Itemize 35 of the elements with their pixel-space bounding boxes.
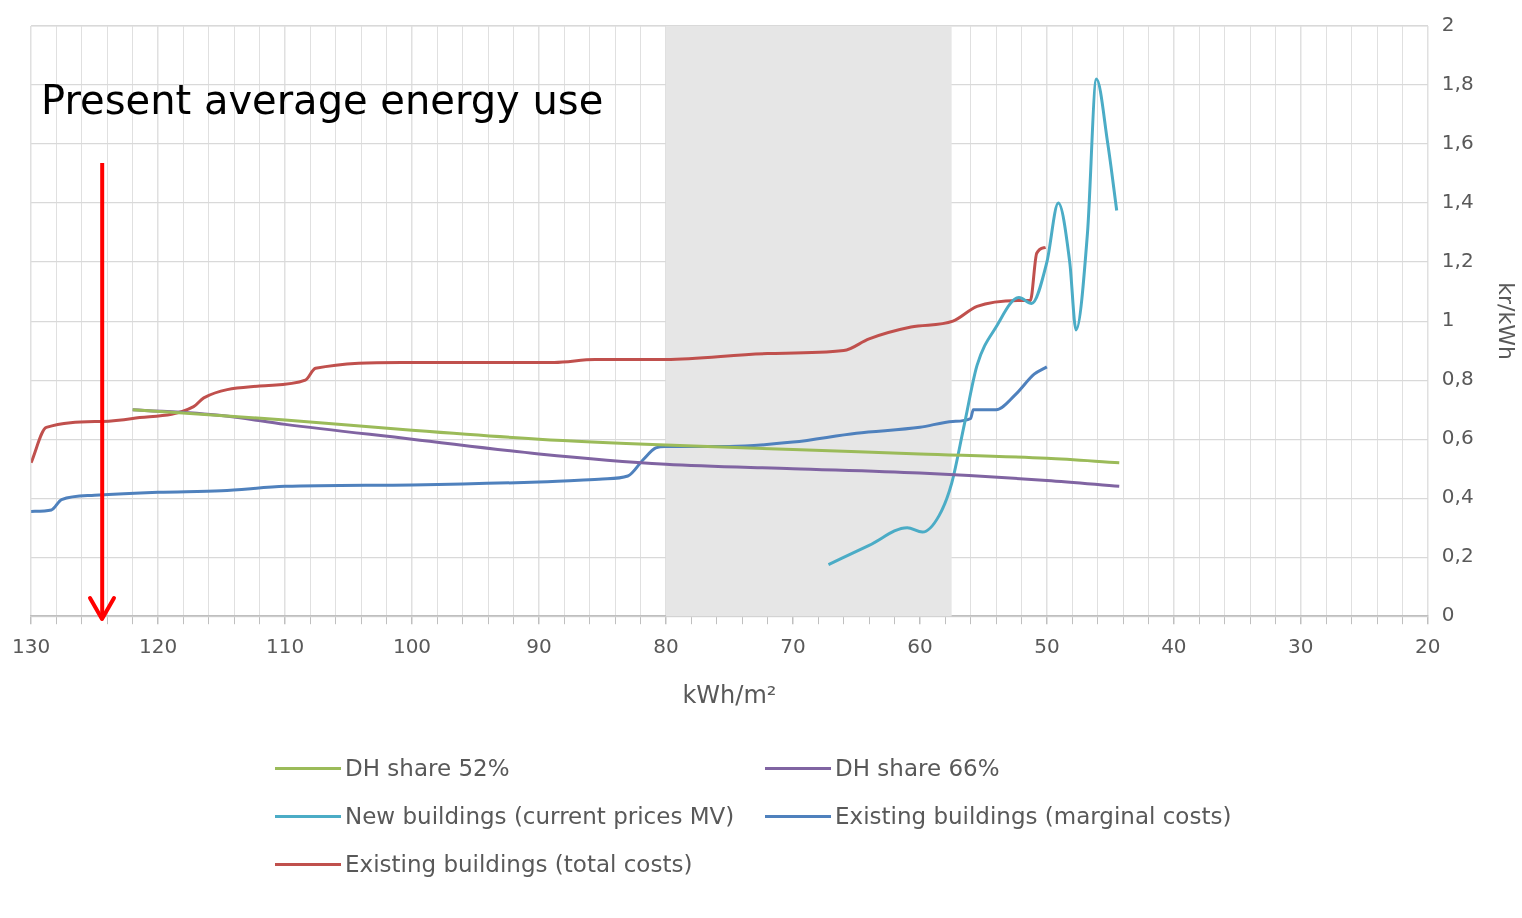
- y2-tick-label: 0,6: [1441, 425, 1474, 450]
- y2-tick-label: 1,8: [1441, 71, 1474, 96]
- y2-tick-label: 0,8: [1441, 366, 1474, 391]
- legend-label: New buildings (current prices MV): [345, 803, 735, 829]
- line-series: [31, 365, 1049, 513]
- x-tick-label: 50: [1034, 634, 1060, 659]
- x-tick-label: 80: [653, 634, 679, 659]
- legend-label: Existing buildings (total costs): [345, 851, 693, 877]
- line-series: [826, 77, 1119, 567]
- x-tick-label: 130: [11, 634, 51, 659]
- line-series: [31, 245, 1048, 465]
- ref-line-label: Present average energy use: [41, 77, 604, 124]
- legend-label: DH share 52%: [345, 755, 510, 781]
- x-tick-label: 100: [392, 634, 432, 659]
- y2-axis-title: kr/kWh: [1494, 282, 1520, 360]
- x-tick-label: 20: [1415, 634, 1441, 659]
- x-tick-label: 30: [1288, 634, 1314, 659]
- y2-tick-label: 0: [1441, 602, 1455, 627]
- y2-tick-label: 0,2: [1441, 543, 1474, 568]
- y2-tick-label: 1: [1441, 307, 1455, 332]
- x-tick-label: 60: [907, 634, 933, 659]
- x-tick-label: 40: [1161, 634, 1187, 659]
- line-series: [131, 408, 1121, 465]
- x-tick-label: 110: [265, 634, 305, 659]
- x-axis-title: kWh/m²: [682, 680, 777, 709]
- x-tick-label: 90: [526, 634, 552, 659]
- y2-tick-label: 0,4: [1441, 484, 1474, 509]
- y2-tick-label: 1,4: [1441, 189, 1474, 214]
- legend-label: DH share 66%: [835, 755, 1000, 781]
- legend-label: Existing buildings (marginal costs): [835, 803, 1232, 829]
- y2-tick-label: 1,6: [1441, 130, 1474, 155]
- y2-tick-label: 2: [1441, 12, 1455, 37]
- x-tick-label: 120: [138, 634, 178, 659]
- x-tick-label: 70: [780, 634, 806, 659]
- y2-tick-label: 1,2: [1441, 248, 1474, 273]
